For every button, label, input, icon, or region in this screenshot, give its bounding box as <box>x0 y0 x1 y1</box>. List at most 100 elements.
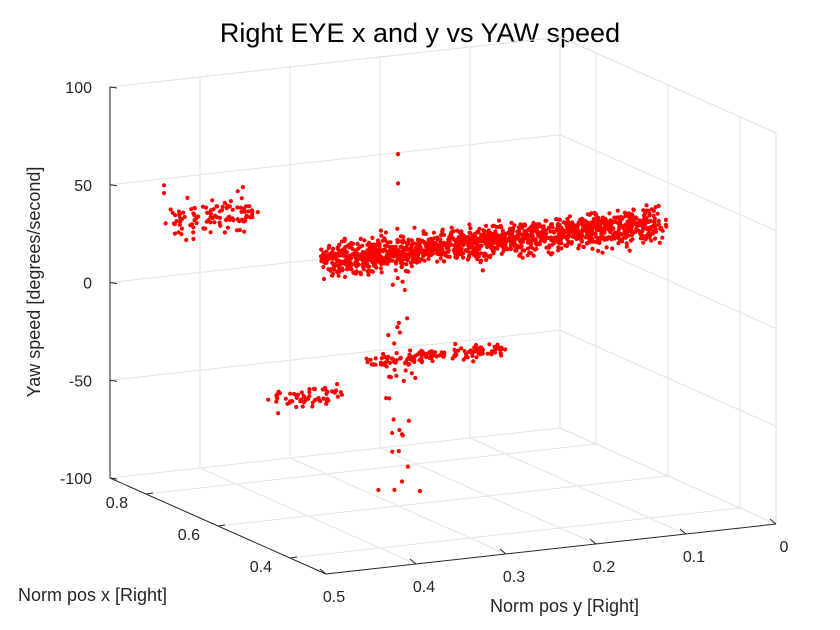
data-point <box>498 223 503 229</box>
data-point <box>491 237 496 242</box>
data-point <box>340 266 345 271</box>
y-tick-mark <box>769 518 777 525</box>
grid-line <box>559 232 777 329</box>
data-point <box>570 226 575 231</box>
data-point <box>225 203 230 208</box>
data-point <box>452 237 457 242</box>
data-point <box>647 213 652 218</box>
data-point <box>641 240 646 245</box>
data-point <box>228 199 233 204</box>
data-point <box>372 260 377 265</box>
x-tick-label: 0.6 <box>178 527 200 544</box>
data-point <box>592 217 597 222</box>
data-point <box>338 390 343 395</box>
data-point <box>593 231 598 236</box>
data-point <box>327 243 332 248</box>
data-point <box>324 260 329 265</box>
data-point <box>638 219 643 224</box>
data-point <box>408 260 414 265</box>
data-point <box>485 351 490 356</box>
data-point <box>375 248 380 253</box>
data-point <box>570 223 575 228</box>
data-point <box>342 274 348 279</box>
data-point <box>610 246 615 251</box>
data-point <box>461 357 466 362</box>
data-point <box>393 268 398 273</box>
data-point <box>471 359 476 364</box>
data-point <box>217 209 222 214</box>
data-point <box>646 231 651 236</box>
data-point <box>430 239 435 244</box>
data-point <box>583 225 588 230</box>
data-point <box>608 230 613 235</box>
data-point <box>234 228 240 233</box>
data-point <box>239 209 244 214</box>
data-point <box>484 236 489 241</box>
data-point <box>473 254 478 259</box>
data-point <box>616 241 621 246</box>
data-point <box>474 347 479 353</box>
data-point <box>503 241 508 246</box>
data-point <box>385 261 390 266</box>
data-point <box>551 230 556 235</box>
y-tick-mark <box>319 568 327 575</box>
grid <box>109 36 777 575</box>
data-point <box>402 256 407 261</box>
data-point <box>482 233 487 238</box>
data-point <box>459 229 464 234</box>
data-point <box>479 233 484 239</box>
y-axis-label: Norm pos y [Right] <box>490 596 639 616</box>
data-point <box>398 260 403 266</box>
data-point <box>466 234 471 239</box>
x-tick-label: 0.4 <box>250 559 272 576</box>
data-point <box>525 246 531 251</box>
data-point <box>432 236 437 241</box>
data-point <box>536 222 541 227</box>
data-point <box>631 207 636 212</box>
data-point <box>366 249 371 254</box>
data-point <box>255 210 260 215</box>
data-point <box>476 230 481 235</box>
data-point <box>161 191 167 196</box>
data-point <box>643 211 648 216</box>
data-point <box>396 257 401 262</box>
data-point <box>467 250 473 255</box>
data-point <box>182 214 187 220</box>
z-tick-mark <box>109 282 118 284</box>
data-point <box>474 247 479 253</box>
y-tick-label: 0.4 <box>413 579 435 596</box>
data-point <box>178 211 183 216</box>
data-point <box>354 252 359 257</box>
data-point <box>331 262 336 267</box>
data-point <box>176 230 181 235</box>
data-point <box>438 237 443 242</box>
data-point <box>191 236 196 242</box>
data-point <box>528 244 533 249</box>
data-point <box>249 209 255 214</box>
data-point <box>424 248 429 253</box>
data-point <box>384 396 389 401</box>
x-tick-mark <box>217 524 226 527</box>
data-point <box>373 356 378 361</box>
data-point <box>543 218 548 223</box>
data-point <box>447 254 452 259</box>
data-point <box>658 226 663 231</box>
data-point <box>653 223 658 228</box>
data-point <box>402 361 408 366</box>
data-point <box>379 356 384 361</box>
data-point <box>208 230 213 235</box>
data-point <box>294 394 299 399</box>
data-point <box>441 232 447 237</box>
data-point <box>630 237 635 242</box>
data-point <box>406 362 411 367</box>
data-point <box>413 354 418 359</box>
data-point <box>377 241 382 246</box>
data-point <box>655 211 660 216</box>
data-point <box>238 205 243 210</box>
data-point <box>239 196 244 201</box>
data-point <box>456 235 461 240</box>
data-point <box>307 390 312 395</box>
data-point <box>500 228 505 233</box>
data-point <box>205 210 210 215</box>
data-point <box>621 224 626 229</box>
